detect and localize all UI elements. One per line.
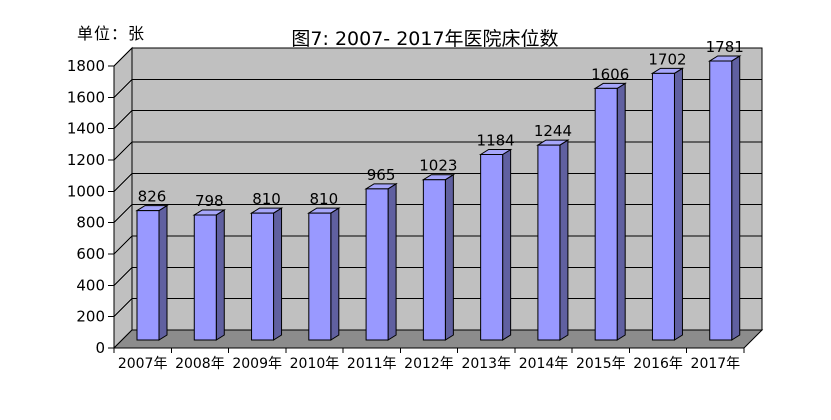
bar [136,210,160,341]
y-tick-label: 1000 [67,182,105,200]
bar-value-label: 810 [309,190,338,208]
y-tick-label: 600 [76,245,105,263]
bar-value-label: 1023 [419,157,457,175]
x-tick-label: 2009年 [232,356,282,372]
gridline-connector-800 [113,204,133,224]
bar [709,60,733,341]
gridline-connector-1200 [113,141,133,161]
bar [537,144,561,341]
bar-value-label: 826 [138,188,167,206]
y-tick-label: 400 [76,276,105,294]
gridline-connector-1000 [113,172,133,192]
bar-value-label: 810 [252,190,281,208]
bar [365,188,389,341]
x-tick-label: 2013年 [461,356,511,372]
bar [308,212,332,341]
gridline-connector-400 [113,266,133,286]
bar [251,212,275,341]
x-tick-label: 2014年 [519,356,569,372]
gridline-connector-1400 [113,110,133,130]
left-wall [113,46,133,350]
bar [594,87,618,341]
bar [480,154,504,341]
gridline-connector-200 [113,298,133,318]
bar-value-label: 1606 [591,65,629,83]
bar-value-label: 1244 [534,122,572,140]
bar-value-label: 1702 [648,50,686,68]
bar-side-face [559,139,569,341]
bar-side-face [215,209,225,341]
chart-title: 图7: 2007- 2017年医院床位数 [291,28,559,50]
y-tick-label: 0 [95,339,105,357]
x-tick-label: 2016年 [633,356,683,372]
y-tick-label: 200 [76,308,105,326]
bar-side-face [616,82,626,341]
bar-side-face [502,148,512,341]
bar-side-face [673,67,683,341]
x-tick-label: 2010年 [290,356,340,372]
y-axis-unit-label: 单位：张 [77,24,146,43]
y-tick-label: 800 [76,214,105,232]
bar [193,214,217,341]
bar-side-face [387,182,397,341]
y-tick-label: 1400 [67,120,105,138]
x-tick-label: 2007年 [118,356,168,372]
gridline-connector-1800 [113,47,133,67]
bar-side-face [273,207,283,341]
bar-side-face [158,204,168,341]
bar-value-label: 1781 [706,38,744,56]
x-tick-label: 2012年 [404,356,454,372]
bar-value-label: 965 [367,166,396,184]
gridline-connector-1600 [113,78,133,98]
bar [651,72,675,341]
bar-side-face [330,207,340,341]
y-tick-label: 1800 [67,57,105,75]
bar-side-face [444,173,454,341]
x-tick-label: 2015年 [576,356,626,372]
bar [422,179,446,341]
x-tick-label: 2011年 [347,356,397,372]
x-tick-label: 2008年 [175,356,225,372]
bar-value-label: 798 [195,192,224,210]
bar-value-label: 1184 [477,132,515,150]
y-tick-label: 1600 [67,88,105,106]
gridline-connector-600 [113,235,133,255]
x-tick-label: 2017年 [691,356,741,372]
y-tick-label: 1200 [67,151,105,169]
bar-side-face [731,55,741,341]
